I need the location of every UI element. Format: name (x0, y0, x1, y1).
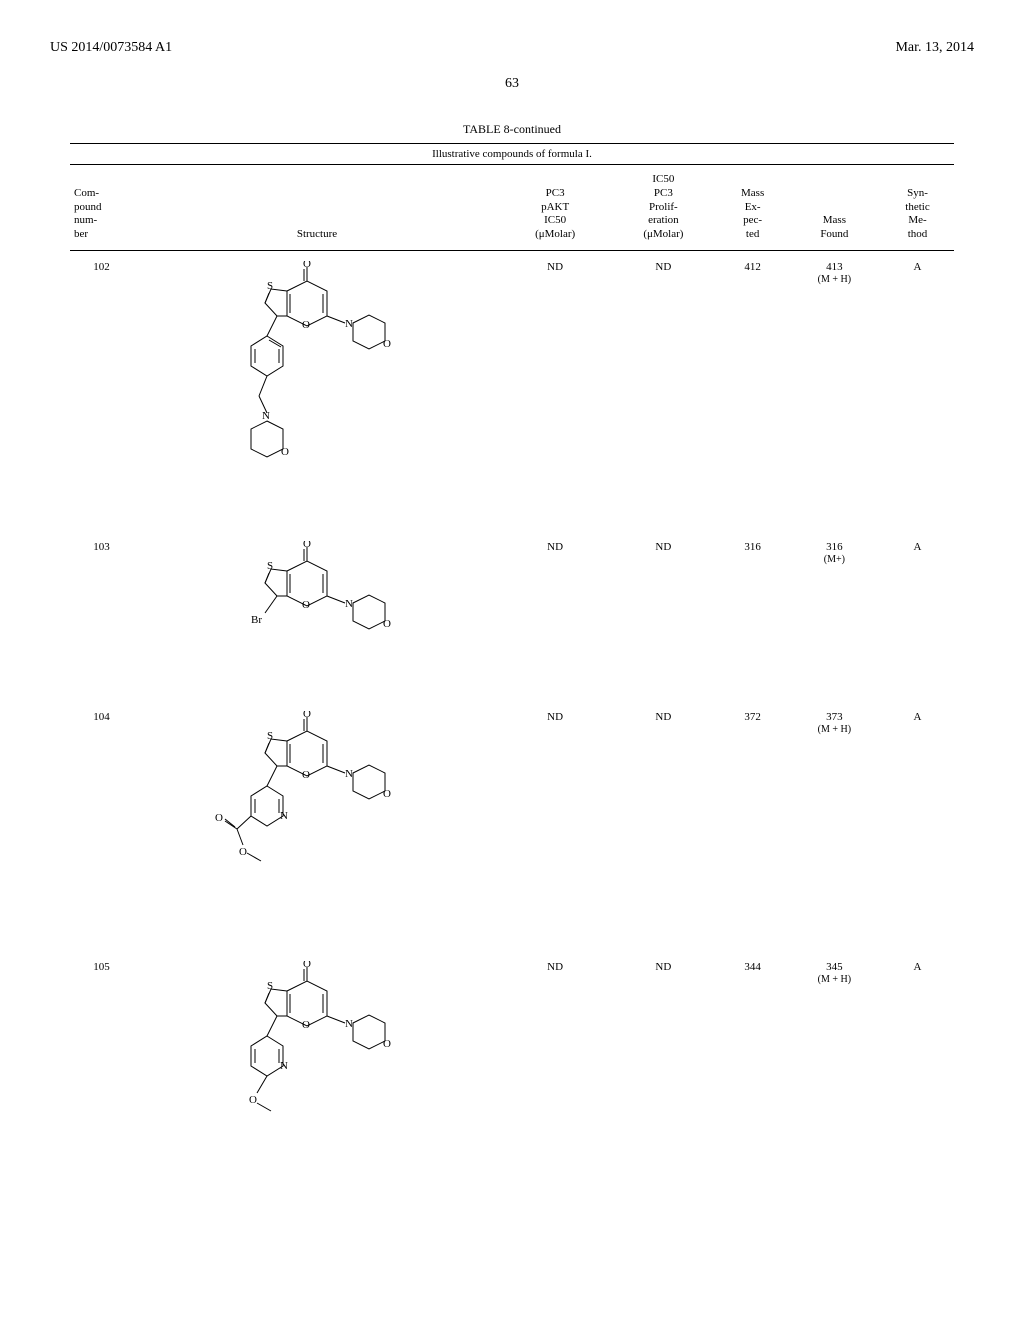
cell-method: A (881, 531, 954, 701)
cell-pakt: ND (501, 951, 609, 1181)
svg-text:O: O (302, 769, 310, 781)
cell-prolif: ND (609, 531, 717, 701)
cell-mass-found: 345(M + H) (788, 951, 881, 1181)
svg-text:S: S (267, 730, 273, 742)
svg-text:N: N (345, 768, 353, 780)
table-row: 103 O S O N O Br ND ND 316 316(M+) A (70, 531, 954, 701)
col-header-pakt: PC3pAKTIC50(μMolar) (501, 165, 609, 250)
cell-structure: O S O N O N O (133, 250, 501, 531)
svg-text:O: O (239, 846, 247, 858)
chemical-structure-icon: O S O N O N O O (137, 711, 497, 941)
col-header-mass-expected: MassEx-pec-ted (718, 165, 788, 250)
cell-compound: 105 (70, 951, 133, 1181)
page-number: 63 (50, 76, 974, 92)
cell-pakt: ND (501, 701, 609, 951)
svg-text:Br: Br (251, 614, 262, 626)
cell-pakt: ND (501, 250, 609, 531)
cell-mass-expected: 316 (718, 531, 788, 701)
document-header: US 2014/0073584 A1 Mar. 13, 2014 (50, 40, 974, 56)
cell-method: A (881, 701, 954, 951)
svg-text:N: N (280, 1060, 288, 1072)
cell-method: A (881, 250, 954, 531)
cell-mass-found: 316(M+) (788, 531, 881, 701)
svg-text:N: N (345, 1018, 353, 1030)
cell-mass-found: 373(M + H) (788, 701, 881, 951)
compound-table-container: TABLE 8-continued Illustrative compounds… (70, 122, 954, 1181)
chemical-structure-icon: O S O N O N O (137, 261, 497, 521)
svg-text:S: S (267, 280, 273, 292)
col-header-method: Syn-theticMe-thod (881, 165, 954, 250)
col-header-structure: Structure (133, 165, 501, 250)
cell-mass-found: 413(M + H) (788, 250, 881, 531)
svg-text:O: O (383, 1038, 391, 1050)
col-header-compound: Com-poundnum-ber (70, 165, 133, 250)
svg-text:O: O (303, 261, 311, 270)
chemical-structure-icon: O S O N O Br (137, 541, 497, 691)
cell-method: A (881, 951, 954, 1181)
cell-mass-expected: 344 (718, 951, 788, 1181)
svg-text:O: O (303, 541, 311, 550)
cell-mass-expected: 412 (718, 250, 788, 531)
publication-number: US 2014/0073584 A1 (50, 40, 172, 56)
cell-pakt: ND (501, 531, 609, 701)
svg-text:O: O (281, 446, 289, 458)
col-header-prolif: IC50PC3Prolif-eration(μMolar) (609, 165, 717, 250)
cell-structure: O S O N O N O O (133, 701, 501, 951)
svg-text:S: S (267, 560, 273, 572)
cell-prolif: ND (609, 701, 717, 951)
cell-mass-expected: 372 (718, 701, 788, 951)
svg-text:N: N (280, 810, 288, 822)
cell-prolif: ND (609, 250, 717, 531)
svg-text:N: N (345, 318, 353, 330)
cell-compound: 103 (70, 531, 133, 701)
publication-date: Mar. 13, 2014 (895, 40, 974, 56)
cell-structure: O S O N O Br (133, 531, 501, 701)
cell-compound: 102 (70, 250, 133, 531)
svg-text:O: O (302, 599, 310, 611)
table-row: 104 O S O N O N O O ND ND 372 373(M + H)… (70, 701, 954, 951)
table-title: TABLE 8-continued (70, 122, 954, 137)
table-subtitle: Illustrative compounds of formula I. (70, 143, 954, 165)
cell-structure: O S O N O N O (133, 951, 501, 1181)
table-row: 102 O S O N O N O ND ND 412 413(M + H) A (70, 250, 954, 531)
svg-text:O: O (383, 788, 391, 800)
chemical-structure-icon: O S O N O N O (137, 961, 497, 1171)
svg-text:O: O (383, 338, 391, 350)
svg-text:O: O (249, 1094, 257, 1106)
svg-text:O: O (303, 961, 311, 970)
svg-text:O: O (302, 1019, 310, 1031)
cell-compound: 104 (70, 701, 133, 951)
svg-text:O: O (302, 319, 310, 331)
svg-text:N: N (345, 598, 353, 610)
svg-text:O: O (215, 812, 223, 824)
svg-text:S: S (267, 980, 273, 992)
svg-text:O: O (383, 618, 391, 630)
compound-table: Com-poundnum-ber Structure PC3pAKTIC50(μ… (70, 165, 954, 1181)
cell-prolif: ND (609, 951, 717, 1181)
svg-text:N: N (262, 410, 270, 422)
table-row: 105 O S O N O N O ND ND 344 345(M + H) A (70, 951, 954, 1181)
svg-text:O: O (303, 711, 311, 720)
col-header-mass-found: MassFound (788, 165, 881, 250)
